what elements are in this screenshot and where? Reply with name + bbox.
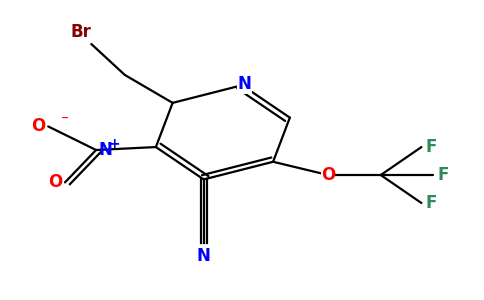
- Text: +: +: [108, 136, 120, 151]
- Text: F: F: [425, 194, 437, 212]
- Text: F: F: [425, 138, 437, 156]
- Text: N: N: [238, 75, 251, 93]
- Text: Br: Br: [70, 23, 91, 41]
- Text: O: O: [31, 117, 46, 135]
- Text: ⁻: ⁻: [61, 114, 69, 129]
- Text: O: O: [321, 166, 335, 184]
- Text: N: N: [197, 247, 211, 265]
- Text: O: O: [48, 173, 62, 191]
- Text: N: N: [98, 141, 112, 159]
- Text: F: F: [437, 166, 449, 184]
